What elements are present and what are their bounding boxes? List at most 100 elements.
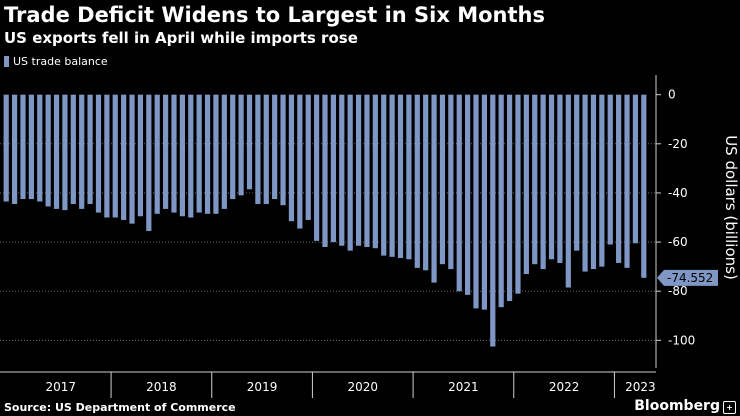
bar: [188, 94, 194, 218]
bar: [305, 94, 311, 220]
x-tick-label: 2018: [146, 380, 177, 394]
bar: [129, 94, 135, 224]
bar: [515, 94, 521, 294]
bar: [347, 94, 353, 251]
bar: [45, 94, 51, 207]
bar: [62, 94, 68, 211]
source-note: Source: US Department of Commerce: [4, 401, 236, 414]
bar: [364, 94, 370, 247]
bar: [616, 94, 622, 263]
bar: [37, 94, 43, 202]
legend-label: US trade balance: [13, 55, 108, 68]
x-tick-label: 2019: [247, 380, 278, 394]
bar: [238, 94, 244, 196]
bar: [389, 94, 395, 257]
bar: [137, 94, 144, 217]
bar-chart: 0 -20 -40 -60 -80 -100 -74.552 US dollars (bill…: [0, 75, 740, 398]
y-axis-title: US dollars (billions): [722, 135, 740, 280]
bar: [322, 94, 328, 247]
bar: [574, 94, 580, 251]
bar: [599, 94, 605, 267]
bar: [112, 94, 118, 218]
bar: [179, 94, 185, 217]
bar: [523, 94, 529, 275]
chart-legend: US trade balance: [4, 55, 108, 68]
bloomberg-mark-icon: +: [723, 401, 736, 414]
bar: [473, 94, 479, 309]
bar: [414, 94, 420, 268]
bar: [557, 94, 563, 263]
last-value-callout: -74.552: [657, 269, 718, 286]
bar: [87, 94, 93, 204]
bar: [498, 94, 504, 308]
bar: [381, 94, 387, 256]
brand-logo: Bloomberg: [634, 398, 720, 414]
bar: [213, 94, 219, 214]
bar: [607, 94, 613, 245]
bar: [288, 94, 295, 222]
bar: [465, 94, 471, 295]
bar: [263, 94, 269, 204]
bar: [28, 94, 34, 200]
bar: [162, 94, 169, 209]
bar: [121, 94, 127, 220]
bar: [314, 94, 320, 241]
bar: [406, 94, 412, 260]
x-tick-label: 2020: [347, 380, 378, 394]
bar: [481, 94, 488, 310]
bar: [272, 94, 278, 200]
bar: [632, 94, 639, 244]
y-tick-label: -60: [668, 235, 688, 249]
bar: [53, 94, 60, 209]
bar: [330, 94, 336, 243]
bar: [95, 94, 102, 213]
bar: [431, 94, 437, 283]
bar: [439, 94, 446, 265]
y-tick-label: -100: [668, 333, 695, 347]
bar: [490, 94, 496, 347]
bar: [372, 94, 378, 249]
bar: [280, 94, 286, 206]
bar: [565, 94, 571, 288]
x-tick-label: 2021: [448, 380, 479, 394]
bar: [171, 94, 177, 213]
bar: [423, 94, 429, 271]
x-tick-label: 2022: [549, 380, 580, 394]
chart-subtitle: US exports fell in April while imports r…: [4, 29, 358, 47]
bar: [196, 94, 202, 213]
x-tick-label: 2017: [45, 380, 76, 394]
bar: [397, 94, 404, 259]
bar: [146, 94, 152, 232]
bar: [339, 94, 345, 246]
bar: [204, 94, 211, 214]
bar: [20, 94, 26, 200]
x-tick-label: 2023: [625, 380, 656, 394]
bar: [11, 94, 18, 204]
bar: [70, 94, 76, 204]
chart-title: Trade Deficit Widens to Largest in Six M…: [4, 3, 545, 27]
y-tick-label: -80: [668, 284, 688, 298]
bar: [230, 94, 236, 200]
bar: [355, 94, 362, 246]
bar: [104, 94, 110, 218]
bar: [255, 94, 261, 204]
y-tick-label: -40: [668, 186, 688, 200]
bar: [540, 94, 546, 270]
bar: [624, 94, 630, 268]
callout-box: [657, 269, 718, 286]
bar: [582, 94, 588, 272]
bar: [297, 94, 303, 229]
bar: [246, 94, 253, 190]
bar: [3, 94, 9, 202]
bar: [506, 94, 513, 302]
bar: [590, 94, 597, 270]
bar: [154, 94, 160, 214]
bar: [641, 94, 647, 278]
bar: [79, 94, 85, 209]
callout-label: -74.552: [667, 271, 713, 285]
bar: [532, 94, 538, 265]
bar: [448, 94, 454, 270]
legend-swatch: [4, 56, 9, 67]
bar: [456, 94, 462, 292]
bar: [548, 94, 555, 260]
